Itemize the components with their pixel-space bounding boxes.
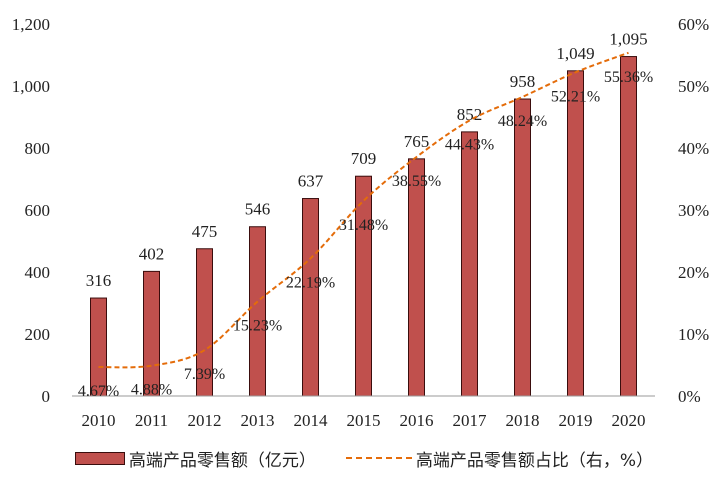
percentage-label: 31.48% — [339, 217, 388, 234]
percentage-label: 48.24% — [498, 113, 547, 130]
bar-value-label: 1,049 — [556, 44, 594, 63]
legend-bar-label: 高端产品零售额（亿元） — [128, 450, 316, 471]
bar — [249, 226, 266, 397]
bar — [567, 70, 584, 397]
bar — [143, 270, 160, 397]
percentage-label: 15.23% — [233, 318, 282, 335]
x-tick-label: 2018 — [506, 411, 540, 430]
y-right-tick-label: 50% — [678, 77, 709, 96]
bar — [408, 158, 425, 397]
bar-value-label: 852 — [457, 105, 483, 124]
x-tick-label: 2012 — [188, 411, 222, 430]
percentage-label: 52.21% — [551, 88, 600, 105]
bar — [514, 98, 531, 397]
y-left-tick-label: 0 — [42, 387, 51, 406]
bar-value-label: 475 — [192, 222, 218, 241]
bar — [355, 175, 372, 397]
percentage-label: 38.55% — [392, 173, 441, 190]
legend-item-bar: 高端产品零售额（亿元） — [74, 446, 316, 471]
y-left-tick-label: 600 — [25, 201, 51, 220]
y-left-tick-label: 1,200 — [12, 15, 50, 34]
legend-line-swatch — [345, 457, 412, 459]
y-right-tick-label: 0% — [678, 387, 701, 406]
y-right-tick-label: 10% — [678, 325, 709, 344]
legend: 高端产品零售额（亿元） 高端产品零售额占比（右，%） — [0, 446, 728, 471]
percentage-label: 7.39% — [184, 366, 225, 383]
bar-value-label: 765 — [404, 132, 430, 151]
bar-value-label: 316 — [86, 271, 112, 290]
bar — [302, 198, 319, 397]
bar — [620, 56, 637, 397]
y-left-tick-label: 1,000 — [12, 77, 50, 96]
x-tick-label: 2015 — [347, 411, 381, 430]
bar-value-label: 402 — [139, 244, 165, 263]
y-right-tick-label: 60% — [678, 15, 709, 34]
legend-bar-swatch — [74, 451, 125, 465]
x-tick-label: 2019 — [559, 411, 593, 430]
x-tick-label: 2017 — [453, 411, 488, 430]
x-tick-label: 2013 — [241, 411, 275, 430]
percentage-line — [98, 51, 629, 369]
x-tick-label: 2020 — [612, 411, 646, 430]
y-left-tick-label: 800 — [25, 139, 51, 158]
y-right-tick-label: 20% — [678, 263, 709, 282]
legend-line-label: 高端产品零售额占比（右，%） — [415, 450, 654, 471]
bar-value-label: 637 — [298, 172, 324, 191]
percentage-label: 55.36% — [604, 69, 653, 86]
bar-value-label: 1,095 — [609, 30, 647, 49]
y-right-tick-label: 40% — [678, 139, 709, 158]
x-tick-label: 2016 — [400, 411, 434, 430]
bar — [461, 131, 478, 397]
bar-value-label: 709 — [351, 149, 377, 168]
percentage-label: 44.43% — [445, 137, 494, 154]
bar-value-label: 958 — [510, 72, 536, 91]
x-tick-label: 2014 — [294, 411, 329, 430]
percentage-label: 22.19% — [286, 274, 335, 291]
legend-item-line: 高端产品零售额占比（右，%） — [345, 446, 654, 471]
percentage-label: 4.88% — [131, 382, 172, 399]
y-right-tick-label: 30% — [678, 201, 709, 220]
y-left-tick-label: 200 — [25, 325, 51, 344]
bar — [90, 297, 107, 397]
percentage-label: 4.67% — [78, 383, 119, 400]
bar-value-label: 546 — [245, 200, 271, 219]
y-left-tick-label: 400 — [25, 263, 51, 282]
x-tick-label: 2011 — [135, 411, 168, 430]
x-tick-label: 2010 — [82, 411, 116, 430]
